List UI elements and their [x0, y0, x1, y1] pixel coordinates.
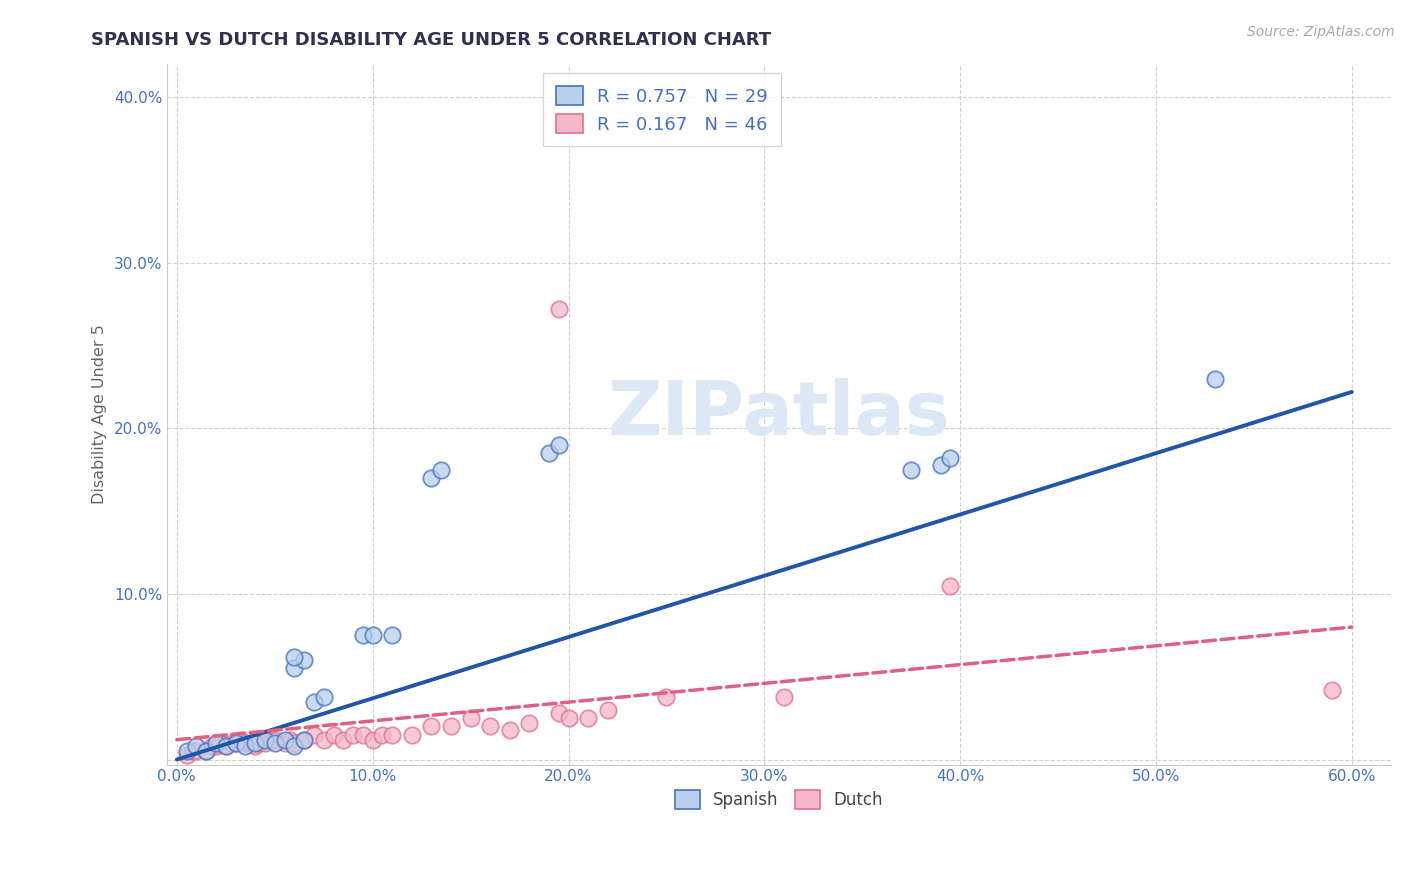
Point	[939, 451, 962, 466]
Point	[253, 736, 276, 750]
Point	[547, 302, 569, 317]
Point	[596, 703, 619, 717]
Point	[235, 739, 257, 754]
Point	[381, 728, 404, 742]
Point	[929, 458, 952, 472]
Point	[900, 463, 922, 477]
Point	[201, 739, 224, 754]
Point	[195, 744, 218, 758]
Point	[302, 728, 325, 742]
Point	[245, 736, 267, 750]
Point	[292, 732, 315, 747]
Point	[773, 690, 796, 704]
Text: ZIPatlas: ZIPatlas	[607, 378, 950, 450]
Point	[352, 728, 374, 742]
Point	[283, 649, 305, 664]
Point	[332, 732, 354, 747]
Point	[225, 736, 247, 750]
Point	[655, 690, 678, 704]
Point	[273, 736, 295, 750]
Point	[263, 736, 285, 750]
Point	[420, 471, 443, 485]
Point	[939, 579, 962, 593]
Point	[576, 711, 599, 725]
Point	[302, 695, 325, 709]
Point	[215, 739, 238, 754]
Point	[208, 736, 231, 750]
Point	[225, 736, 247, 750]
Point	[420, 719, 443, 733]
Point	[312, 690, 335, 704]
Point	[312, 732, 335, 747]
Point	[176, 747, 198, 762]
Point	[195, 744, 218, 758]
Point	[1204, 372, 1226, 386]
Point	[205, 736, 228, 750]
Point	[352, 628, 374, 642]
Point	[361, 628, 384, 642]
Point	[292, 732, 315, 747]
Point	[253, 732, 276, 747]
Point	[557, 711, 579, 725]
Point	[260, 732, 283, 747]
Point	[240, 736, 263, 750]
Point	[440, 719, 463, 733]
Point	[176, 744, 198, 758]
Point	[186, 739, 208, 754]
Point	[361, 732, 384, 747]
Point	[215, 739, 238, 754]
Point	[245, 739, 267, 754]
Point	[263, 732, 285, 747]
Point	[247, 736, 270, 750]
Point	[342, 728, 364, 742]
Point	[228, 732, 250, 747]
Point	[499, 723, 522, 737]
Point	[283, 661, 305, 675]
Point	[205, 739, 228, 754]
Point	[235, 736, 257, 750]
Point	[181, 744, 204, 758]
Point	[221, 736, 243, 750]
Point	[381, 628, 404, 642]
Point	[292, 653, 315, 667]
Point	[479, 719, 502, 733]
Legend: Spanish, Dutch: Spanish, Dutch	[668, 784, 890, 815]
Y-axis label: Disability Age Under 5: Disability Age Under 5	[93, 325, 107, 504]
Point	[547, 706, 569, 721]
Point	[283, 739, 305, 754]
Text: SPANISH VS DUTCH DISABILITY AGE UNDER 5 CORRELATION CHART: SPANISH VS DUTCH DISABILITY AGE UNDER 5 …	[91, 31, 772, 49]
Point	[280, 732, 302, 747]
Point	[460, 711, 482, 725]
Point	[283, 736, 305, 750]
Point	[547, 438, 569, 452]
Point	[273, 732, 295, 747]
Point	[537, 446, 560, 460]
Point	[430, 463, 453, 477]
Point	[322, 728, 344, 742]
Point	[1322, 683, 1344, 698]
Point	[401, 728, 423, 742]
Point	[519, 716, 541, 731]
Point	[371, 728, 394, 742]
Text: Source: ZipAtlas.com: Source: ZipAtlas.com	[1247, 25, 1395, 39]
Point	[186, 744, 208, 758]
